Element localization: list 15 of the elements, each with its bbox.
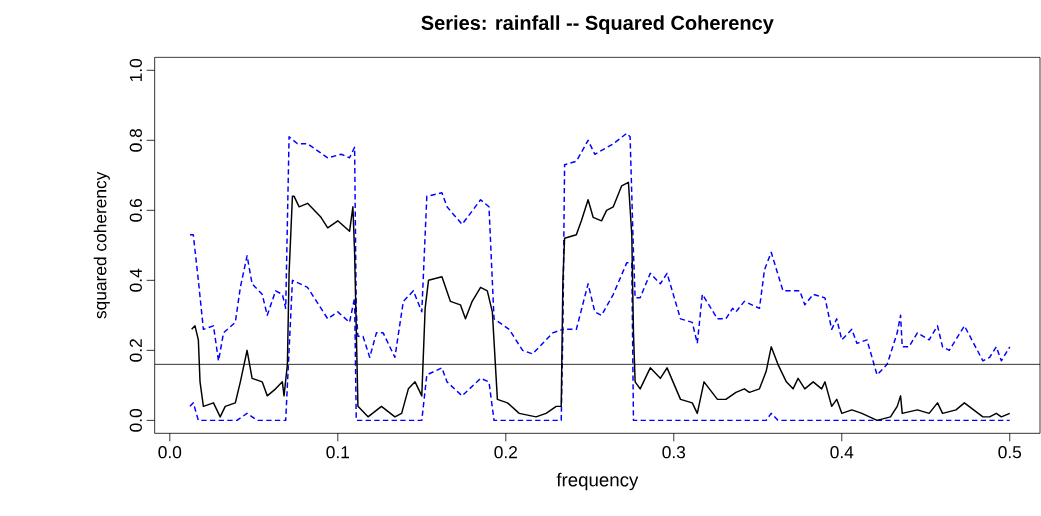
x-tick-label: 0.2 bbox=[494, 446, 517, 459]
y-tick-label: 0.6 bbox=[129, 199, 142, 222]
y-tick-label: 0.0 bbox=[129, 408, 142, 432]
x-tick-label: 0.4 bbox=[830, 446, 854, 459]
y-tick-label: 0.4 bbox=[129, 268, 142, 292]
x-tick-label: 0.0 bbox=[158, 446, 182, 459]
x-tick-label: 0.3 bbox=[662, 446, 686, 459]
y-tick-label: 1.0 bbox=[129, 58, 142, 82]
y-tick-label: 0.8 bbox=[129, 129, 142, 152]
x-axis-title: frequency bbox=[556, 472, 639, 491]
x-tick-label: 0.5 bbox=[998, 446, 1022, 459]
chart-title: Series: rainfall -- Squared Coherency bbox=[421, 15, 774, 34]
y-axis-title: squared coherency bbox=[93, 171, 110, 319]
y-tick-label: 0.2 bbox=[129, 339, 142, 362]
x-tick-label: 0.1 bbox=[326, 446, 349, 459]
